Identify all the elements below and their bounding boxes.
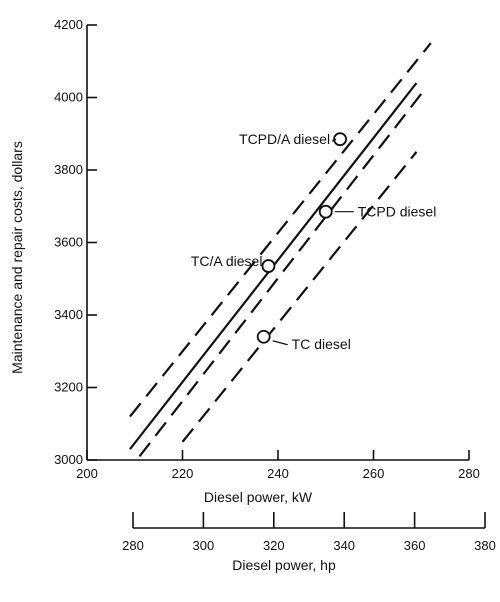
secondary-x-tick-label: 280 — [122, 538, 144, 553]
y-axis-title: Maintenance and repair costs, dollars — [9, 141, 25, 374]
y-tick-label: 3800 — [54, 162, 83, 177]
x-tick-label: 220 — [172, 466, 194, 481]
secondary-x-axis-title: Diesel power, hp — [232, 557, 336, 573]
y-tick-label: 3200 — [54, 380, 83, 395]
data-point-marker — [256, 329, 271, 344]
secondary-x-tick-label: 300 — [193, 538, 215, 553]
dashed-trend-line — [129, 42, 432, 418]
dashed-trend-line — [181, 151, 418, 443]
y-tick-label: 3400 — [54, 307, 83, 322]
y-tick-label: 4000 — [54, 90, 83, 105]
data-points: TCPD/A diesel TCPD diesel TC/A diesel TC di… — [191, 131, 436, 352]
tick-labels: 3000 3200 3400 3600 3800 4000 4200 200 220 240 260… — [54, 17, 496, 553]
secondary-x-tick-label: 380 — [474, 538, 496, 553]
secondary-x-tick-label: 360 — [404, 538, 426, 553]
x-tick-label: 240 — [267, 466, 289, 481]
y-tick-label: 4200 — [54, 17, 83, 32]
secondary-x-tick-label: 340 — [333, 538, 355, 553]
label-leader-line — [272, 340, 288, 346]
data-point-marker — [333, 132, 347, 147]
label-leader-line — [331, 138, 337, 142]
secondary-x-tick-label: 320 — [263, 538, 285, 553]
data-point-label: TC diesel — [292, 336, 351, 352]
x-tick-label: 280 — [458, 466, 480, 481]
data-point-marker — [318, 204, 333, 219]
plot-frame — [86, 24, 486, 529]
data-point-label: TC/A diesel — [191, 253, 263, 269]
data-point-marker — [261, 259, 276, 273]
series-lines — [129, 42, 432, 458]
data-point-label: TCPD diesel — [358, 204, 437, 220]
y-tick-label: 3000 — [54, 452, 83, 467]
y-tick-label: 3600 — [54, 235, 83, 250]
dashed-trend-line — [138, 93, 423, 458]
x-axis-title: Diesel power, kW — [204, 489, 313, 505]
data-point-label: TCPD/A diesel — [239, 131, 330, 147]
x-tick-label: 260 — [363, 466, 385, 481]
x-tick-label: 200 — [76, 466, 98, 481]
